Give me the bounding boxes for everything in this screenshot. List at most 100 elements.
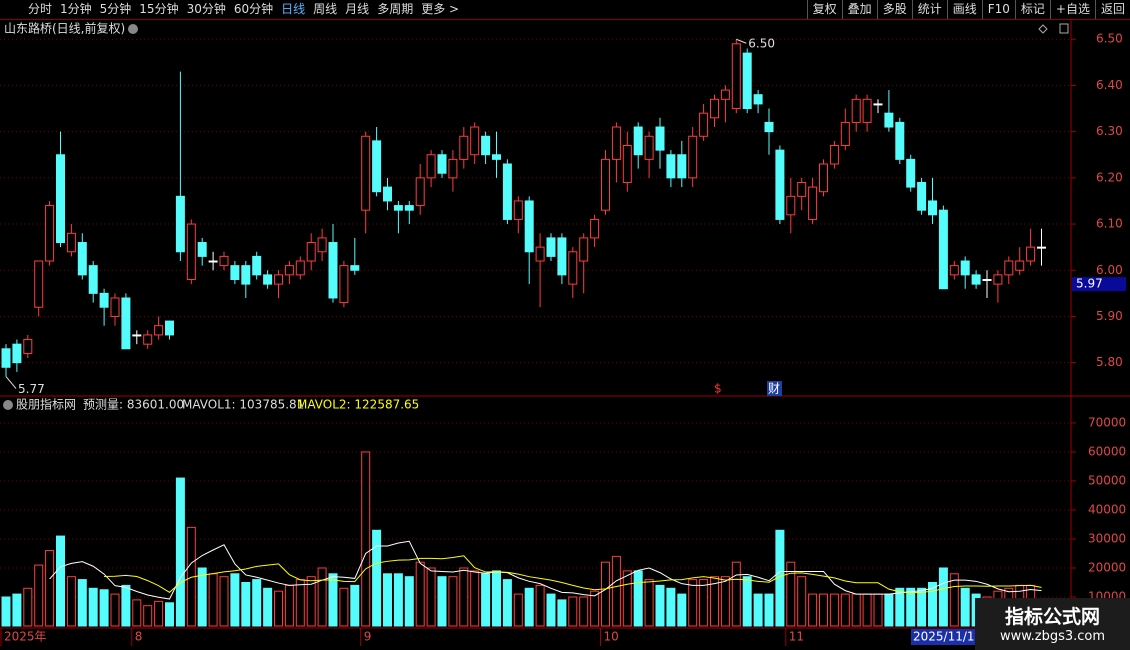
x-tick-label: 11 — [789, 630, 804, 644]
tool-buttons: 复权 叠加 多股 统计 画线 F10 标记 +自选 返回 — [806, 0, 1130, 19]
toolbar-button[interactable]: 分时 — [28, 2, 53, 16]
watermark: 指标公式网 www.zbgs3.com — [975, 598, 1130, 650]
square-icon[interactable] — [1059, 23, 1069, 34]
candle-body — [481, 135, 491, 156]
y-tick-label: 6.20 — [1096, 170, 1123, 184]
candle-body — [230, 265, 240, 280]
candle-body — [590, 218, 600, 239]
volume-bar — [230, 573, 240, 627]
event-marker[interactable]: $ — [714, 382, 722, 396]
diamond-icon[interactable] — [1038, 24, 1048, 34]
toolbar-button[interactable]: 5分钟 — [99, 2, 132, 16]
toolbar-button[interactable]: 日线 — [281, 2, 306, 16]
toolbar-button[interactable]: 画线 — [946, 0, 982, 19]
volume-bar — [208, 573, 218, 627]
volume-bar — [601, 561, 610, 627]
volume-bar — [219, 576, 229, 627]
volume-bar — [77, 579, 87, 627]
candle-body — [862, 98, 872, 123]
toolbar-button[interactable]: 标记 — [1014, 0, 1050, 19]
toolbar-button[interactable]: 多周期 — [377, 2, 414, 16]
price-title: 山东路桥(日线,前复权) — [4, 21, 125, 36]
candle-body — [241, 265, 251, 285]
candle-body — [938, 209, 948, 290]
volume-bar — [88, 587, 98, 627]
candle-body — [644, 135, 654, 160]
toolbar-button[interactable]: 周线 — [313, 2, 338, 16]
candle-body — [56, 154, 65, 244]
toolbar-button[interactable]: 60分钟 — [233, 2, 274, 16]
candle-body — [383, 186, 392, 202]
volume-bar — [459, 567, 469, 627]
watermark-title: 指标公式网 — [1004, 606, 1100, 628]
y-tick-label: 6.50 — [1096, 32, 1123, 46]
candle-body — [579, 237, 589, 262]
candle-body — [23, 339, 33, 354]
volume-bar — [274, 590, 283, 627]
event-marker[interactable]: 财 — [768, 382, 780, 396]
toolbar-button[interactable]: 统计 — [911, 0, 947, 19]
volume-title: 股朋指标网 — [16, 397, 76, 412]
volume-bar — [764, 593, 774, 627]
toolbar-button[interactable]: +自选 — [1049, 0, 1095, 19]
toolbar-button[interactable]: 复权 — [806, 0, 842, 19]
toolbar-button[interactable]: F10 — [981, 0, 1015, 19]
volume-bar — [470, 570, 480, 627]
volume-bar — [622, 570, 632, 627]
candle-body — [808, 186, 818, 220]
toolbar-button[interactable]: 叠加 — [841, 0, 877, 19]
volume-bar — [252, 579, 262, 627]
candle-body — [328, 242, 338, 299]
volume-bar — [928, 581, 937, 627]
toolbar-button[interactable]: 月线 — [345, 2, 370, 16]
y-tick-label: 50000 — [1088, 473, 1126, 487]
volume-bar — [56, 535, 65, 627]
volume-bar — [404, 576, 414, 627]
candle-body — [415, 177, 425, 207]
volume-bar — [437, 576, 447, 627]
candle-body — [884, 112, 894, 128]
candle-body — [1004, 260, 1014, 276]
candle-body — [470, 126, 480, 156]
toolbar-button[interactable]: 1分钟 — [60, 2, 92, 16]
candle-body — [1037, 246, 1046, 249]
volume-bar — [633, 570, 643, 627]
toolbar-button[interactable]: 更多 > — [421, 2, 460, 16]
toolbar-button[interactable]: 30分钟 — [186, 2, 226, 16]
candle-body — [557, 237, 567, 276]
candle-body — [88, 265, 98, 294]
title-icon[interactable] — [128, 24, 138, 34]
volume-bar — [862, 593, 872, 627]
y-tick-label: 5.80 — [1096, 355, 1123, 369]
candle-body — [274, 274, 283, 285]
volume-bar — [731, 561, 741, 627]
toolbar-button[interactable]: 15分钟 — [139, 2, 179, 16]
candle-body — [1026, 246, 1036, 262]
y-tick-label: 20000 — [1088, 560, 1126, 574]
volume-bar — [426, 567, 436, 627]
candle-body — [568, 251, 578, 285]
candle-body — [252, 255, 262, 276]
legend-item: MAVOL2: 122587.65 — [297, 398, 419, 412]
last-price-box — [1072, 277, 1126, 292]
candle-body — [121, 297, 131, 350]
volume-bar — [350, 584, 360, 627]
candle-body — [513, 200, 523, 220]
y-tick-label: 6.40 — [1096, 78, 1123, 92]
candle-body — [208, 260, 218, 263]
indicator-icon[interactable] — [3, 400, 13, 410]
candle-body — [786, 195, 796, 216]
candle-body — [601, 158, 610, 211]
cursor-label: 2025/11/19 — [913, 630, 982, 644]
candle-body — [688, 135, 698, 179]
candle-body — [143, 334, 153, 345]
candle-body — [949, 265, 959, 276]
candle-body — [295, 260, 305, 276]
volume-bar — [688, 579, 698, 627]
volume-bar — [677, 593, 687, 627]
volume-bar — [524, 587, 534, 627]
toolbar-button[interactable]: 返回 — [1094, 0, 1130, 19]
volume-bar — [328, 573, 338, 627]
candle-body — [99, 292, 109, 308]
toolbar-button[interactable]: 多股 — [876, 0, 912, 19]
